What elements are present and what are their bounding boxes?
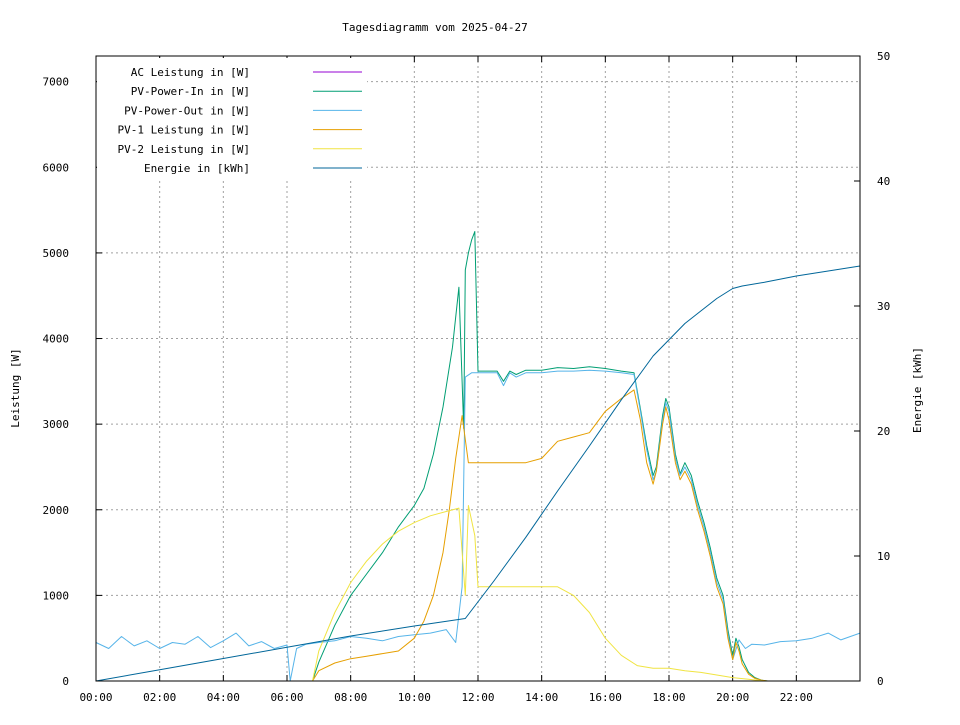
x-tick-label: 12:00 [461, 691, 494, 704]
legend-label: Energie in [kWh] [144, 162, 250, 175]
x-tick-label: 00:00 [79, 691, 112, 704]
x-tick-label: 06:00 [270, 691, 303, 704]
y-tick-label: 2000 [43, 504, 70, 517]
legend-label: AC Leistung in [W] [131, 66, 250, 79]
x-tick-label: 22:00 [780, 691, 813, 704]
legend: AC Leistung in [W] PV-Power-In in [W] PV-P… [118, 66, 362, 175]
y-tick-label: 0 [62, 675, 69, 688]
x-tick-label: 08:00 [334, 691, 367, 704]
series-line-2 [312, 231, 768, 682]
y-tick-label: 4000 [43, 333, 70, 346]
y-tick-label: 5000 [43, 247, 70, 260]
y2-tick-label: 30 [877, 300, 890, 313]
x-tick-label: 18:00 [652, 691, 685, 704]
y2-tick-label: 0 [877, 675, 884, 688]
series-line-4 [312, 389, 768, 682]
y-tick-labels: 0 1000 2000 3000 4000 5000 6000 7000 [43, 76, 70, 688]
y-tick-label: 3000 [43, 418, 70, 431]
x-tick-label: 02:00 [143, 691, 176, 704]
legend-label: PV-1 Leistung in [W] [118, 124, 250, 137]
y2-tick-label: 40 [877, 175, 890, 188]
x-tick-label: 20:00 [716, 691, 749, 704]
y-tick-label: 1000 [43, 589, 70, 602]
chart-title: Tagesdiagramm vom 2025-04-27 [342, 21, 527, 34]
gridlines [96, 56, 860, 681]
y-tick-label: 7000 [43, 76, 70, 89]
series-lines [95, 231, 861, 682]
legend-label: PV-2 Leistung in [W] [118, 143, 250, 156]
x-tick-label: 04:00 [207, 691, 240, 704]
legend-background [97, 58, 367, 178]
legend-label: PV-Power-Out in [W] [124, 104, 250, 117]
y-axis-label: Leistung [W] [9, 348, 22, 427]
x-tick-label: 14:00 [525, 691, 558, 704]
y2-tick-label: 50 [877, 50, 890, 63]
x-tick-label: 16:00 [589, 691, 622, 704]
y2-tick-label: 20 [877, 425, 890, 438]
y2-tick-labels: 0 10 20 30 40 50 [877, 50, 890, 688]
series-line-5 [312, 505, 765, 682]
series-line-6 [95, 265, 861, 682]
x-tick-label: 10:00 [398, 691, 431, 704]
legend-label: PV-Power-In in [W] [131, 85, 250, 98]
y2-tick-label: 10 [877, 550, 890, 563]
plot-frame [95, 55, 861, 682]
y2-axis-label: Energie [kWh] [911, 347, 924, 433]
x-tick-labels: 00:00 02:00 04:00 06:00 08:00 10:00 12:00 14:00… [79, 691, 812, 704]
y-tick-label: 6000 [43, 161, 70, 174]
series-line-3 [95, 369, 861, 682]
